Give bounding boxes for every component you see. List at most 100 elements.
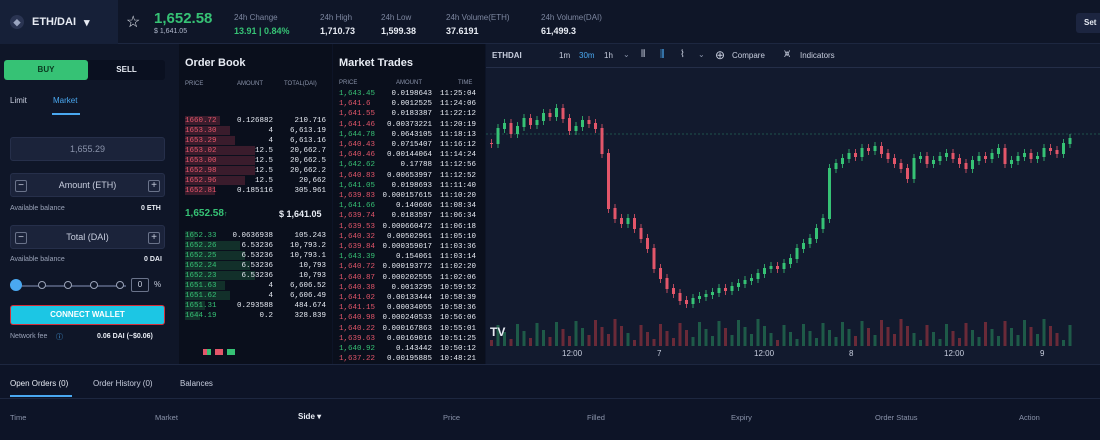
plus-icon[interactable]: +: [148, 232, 160, 244]
order-book-ask-row[interactable]: 1653.00 12.5 20,662.5: [185, 156, 326, 166]
candles-chart-type-icon[interactable]: ⫼: [660, 49, 665, 60]
trade-time: 10:56:06: [439, 314, 476, 323]
volume-bar: [886, 327, 890, 346]
view-asks-icon[interactable]: [215, 349, 223, 355]
candle-body: [672, 288, 675, 294]
amount-field[interactable]: − Amount (ETH) +: [10, 173, 165, 197]
trade-time: 11:12:52: [439, 171, 476, 180]
candle-body: [1029, 153, 1033, 159]
order-book-bid-row[interactable]: 1644.19 0.2 328.839: [185, 311, 326, 321]
volume-bar: [958, 338, 961, 346]
candle-body: [1036, 156, 1039, 159]
candle-body: [951, 153, 955, 159]
order-book-ask-row[interactable]: 1652.98 12.5 20,662.2: [185, 166, 326, 176]
col-side[interactable]: Side ▾: [298, 412, 322, 421]
order-book-panel: Order Book PRICE AMOUNT TOTAL(DAI) 1660.…: [179, 44, 332, 364]
sell-button[interactable]: SELL: [116, 65, 137, 74]
tab-open-orders[interactable]: Open Orders (0): [10, 379, 69, 388]
chevron-down-icon[interactable]: ⌄: [698, 50, 705, 59]
trade-price: 1,640.22: [339, 324, 376, 333]
order-book-ask-row[interactable]: 1660.72 0.126882 210.716: [185, 116, 326, 126]
minus-icon[interactable]: −: [15, 180, 27, 192]
trade-row: 1,641.46 0.00373221 11:20:19: [339, 120, 476, 130]
slider-step[interactable]: [38, 281, 46, 289]
bid-total: 6,606.49: [289, 292, 326, 300]
tab-market[interactable]: Market: [53, 96, 78, 105]
trade-amount: 0.00195885: [386, 355, 432, 364]
indicators-button[interactable]: Indicators: [800, 51, 835, 60]
tab-underline: [10, 395, 72, 397]
trade-amount: 0.000167863: [382, 324, 432, 333]
interval-30m[interactable]: 30m: [579, 51, 595, 60]
volume-bar: [769, 333, 773, 346]
view-bids-icon[interactable]: [227, 349, 235, 355]
total-field[interactable]: − Total (DAI) +: [10, 225, 165, 249]
candle-body: [932, 160, 935, 164]
connect-wallet-button[interactable]: CONNECT WALLET: [10, 305, 165, 325]
price-field[interactable]: 1,655.29: [10, 137, 165, 161]
info-icon[interactable]: ⓘ: [56, 334, 63, 341]
compare-add-icon[interactable]: ⊕: [715, 48, 726, 62]
plus-icon[interactable]: +: [148, 180, 160, 192]
favorite-star-icon[interactable]: ☆: [126, 14, 141, 31]
trade-row: 1,643.39 0.154061 11:03:14: [339, 252, 476, 262]
settings-button[interactable]: Set: [1076, 13, 1100, 33]
volume-bar: [698, 322, 701, 346]
pair-selector[interactable]: ◆ ETH/DAI ▾: [0, 0, 118, 44]
volume-bar: [496, 325, 500, 346]
bar-chart-type-icon[interactable]: ⫴: [641, 49, 646, 60]
order-book-bid-row[interactable]: 1652.24 6.53236 10,793: [185, 261, 326, 271]
volume-bar: [1055, 333, 1059, 346]
buy-button[interactable]: BUY: [4, 60, 88, 80]
bid-total: 484.674: [294, 302, 326, 310]
candle-body: [568, 118, 571, 131]
order-book-ask-row[interactable]: 1652.96 12.5 20,662: [185, 176, 326, 186]
order-book-bid-row[interactable]: 1652.26 6.53236 10,793.2: [185, 241, 326, 251]
view-both-icon[interactable]: [203, 349, 211, 355]
interval-1m[interactable]: 1m: [559, 51, 571, 60]
compare-button[interactable]: Compare: [732, 51, 765, 60]
order-book-bid-row[interactable]: 1652.23 6.53236 10,793: [185, 271, 326, 281]
price-chart[interactable]: [486, 44, 1100, 364]
order-book-ask-row[interactable]: 1653.29 4 6,613.16: [185, 136, 326, 146]
order-book-ask-row[interactable]: 1652.81 0.185116 305.961: [185, 186, 326, 196]
trade-amount: 0.0715407: [391, 141, 432, 149]
order-book-bid-row[interactable]: 1651.31 0.293588 484.674: [185, 301, 326, 311]
slider-step[interactable]: [90, 281, 98, 289]
order-book-bid-row[interactable]: 1651.63 4 6,606.52: [185, 281, 326, 291]
tab-balances[interactable]: Balances: [180, 379, 213, 388]
interval-1h[interactable]: 1h: [604, 51, 613, 60]
order-book-ask-row[interactable]: 1653.30 4 6,613.19: [185, 126, 326, 136]
indicators-icon[interactable]: ⩙: [784, 48, 791, 60]
ob-header-amount: AMOUNT: [237, 81, 263, 87]
available-dai-value: 0 DAI: [144, 256, 162, 263]
bid-total: 105.243: [294, 232, 326, 240]
candle-body: [633, 218, 636, 229]
line-chart-type-icon[interactable]: ⌇: [680, 49, 685, 60]
slider-step[interactable]: [116, 281, 124, 289]
ask-total: 210.716: [294, 117, 326, 125]
bid-depth-bar: [185, 251, 245, 260]
chevron-down-icon[interactable]: ⌄: [623, 50, 630, 59]
volume-bar: [503, 332, 506, 346]
volume-bar: [542, 330, 545, 346]
slider-handle[interactable]: [10, 279, 22, 291]
bid-depth-bar: [185, 261, 250, 270]
tab-order-history[interactable]: Order History (0): [93, 379, 153, 388]
tradingview-logo: TV: [490, 325, 506, 339]
order-book-bid-row[interactable]: 1651.62 4 6,606.49: [185, 291, 326, 301]
candlestick-chart[interactable]: [486, 68, 1100, 364]
tab-limit[interactable]: Limit: [10, 96, 27, 105]
order-book-bid-row[interactable]: 1652.25 6.53236 10,793.1: [185, 251, 326, 261]
ask-amount: 12.5: [254, 147, 273, 155]
minus-icon[interactable]: −: [15, 232, 27, 244]
order-book-ask-row[interactable]: 1653.02 12.5 20,662.7: [185, 146, 326, 156]
percent-input[interactable]: 0: [131, 278, 149, 292]
volume-bar: [880, 320, 883, 346]
trade-price: 1,640.72: [339, 263, 376, 272]
trade-price: 1,640.87: [339, 273, 376, 282]
ask-total: 6,613.16: [289, 137, 326, 145]
order-book-bid-row[interactable]: 1652.33 0.0636938 105.243: [185, 231, 326, 241]
candle-body: [639, 228, 643, 239]
slider-step[interactable]: [64, 281, 72, 289]
